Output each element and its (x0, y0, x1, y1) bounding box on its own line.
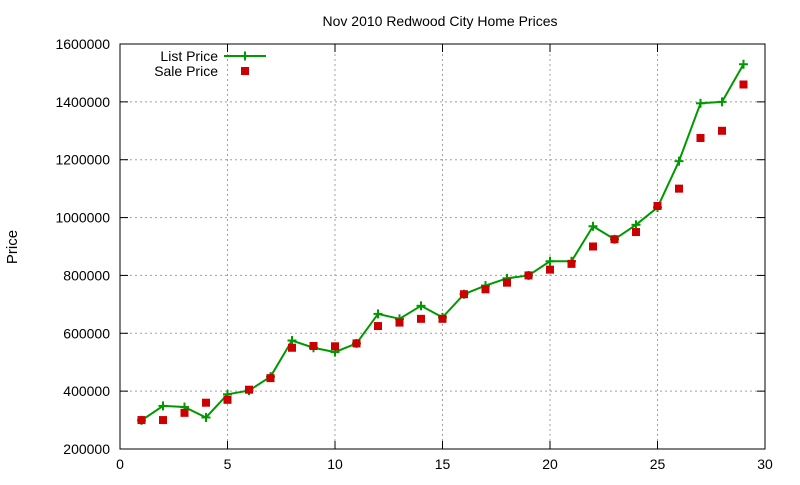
x-tick-label: 15 (435, 456, 451, 472)
legend-label-list-price: List Price (160, 48, 218, 64)
sale-price-point (245, 385, 253, 394)
y-tick-label: 600000 (63, 325, 110, 341)
sale-price-point (438, 314, 447, 323)
y-tick-label: 400000 (63, 383, 110, 399)
sale-price-point (718, 126, 726, 135)
list-price-point (545, 256, 555, 266)
list-price-point (739, 59, 748, 69)
sale-price-point (632, 228, 640, 237)
list-price-point (373, 309, 383, 319)
list-price-point (717, 97, 727, 107)
sale-price-point (675, 184, 683, 193)
sale-price-point (610, 235, 619, 244)
x-tick-label: 30 (757, 456, 773, 472)
y-axis-label: Price (4, 230, 21, 264)
y-tick-label: 1200000 (55, 152, 110, 168)
sale-price-point (417, 314, 425, 323)
x-tick-label: 5 (224, 456, 232, 472)
sale-price-point (223, 395, 232, 404)
axis-ticks: 0 5 10 15 20 25 30 200000 400000 600000 800000 1000… (55, 36, 773, 472)
x-tick-label: 25 (650, 456, 666, 472)
list-price-point (201, 412, 211, 422)
data-series (137, 59, 748, 425)
list-price-point (287, 336, 297, 346)
sale-price-point (137, 416, 146, 425)
sale-price-point (524, 271, 533, 280)
y-tick-label: 1600000 (55, 36, 110, 52)
list-price-point (158, 401, 168, 411)
legend-label-sale-price: Sale Price (154, 63, 218, 79)
sale-price-point (739, 80, 748, 89)
x-tick-label: 0 (116, 456, 124, 472)
sale-price-point (589, 242, 597, 251)
legend: List Price Sale Price (154, 48, 266, 79)
sale-price-point (309, 342, 318, 351)
sale-price-point (180, 408, 189, 417)
sale-price-point (696, 134, 705, 143)
legend-sample-sale-price (241, 67, 249, 75)
y-tick-label: 200000 (63, 441, 110, 457)
sale-price-point (374, 322, 382, 331)
y-tick-label: 1000000 (55, 210, 110, 226)
y-tick-label: 1400000 (55, 94, 110, 110)
sale-price-point (503, 278, 511, 287)
sale-price-point (331, 342, 339, 351)
legend-square (241, 67, 249, 75)
sale-price-point (288, 343, 296, 352)
legend-sample-list-price (224, 51, 266, 61)
sale-price-point (481, 285, 490, 294)
x-tick-label: 20 (542, 456, 558, 472)
sale-price-point (653, 202, 662, 210)
list-price-point (674, 156, 684, 166)
sale-price-point (159, 416, 167, 425)
list-price-point (416, 301, 426, 311)
list-price-point (696, 98, 705, 108)
sale-price-point (352, 339, 361, 348)
sale-price-point (202, 398, 210, 407)
chart-title: Nov 2010 Redwood City Home Prices (323, 13, 558, 29)
sale-price-point (567, 259, 576, 268)
sale-price-point (546, 265, 554, 274)
list-price-point (631, 220, 641, 230)
sale-price-point (395, 318, 404, 327)
y-tick-label: 800000 (63, 267, 110, 283)
list-price-point (588, 221, 598, 231)
sale-price-point (266, 374, 275, 383)
sale-price-point (460, 290, 468, 299)
x-tick-label: 10 (327, 456, 343, 472)
